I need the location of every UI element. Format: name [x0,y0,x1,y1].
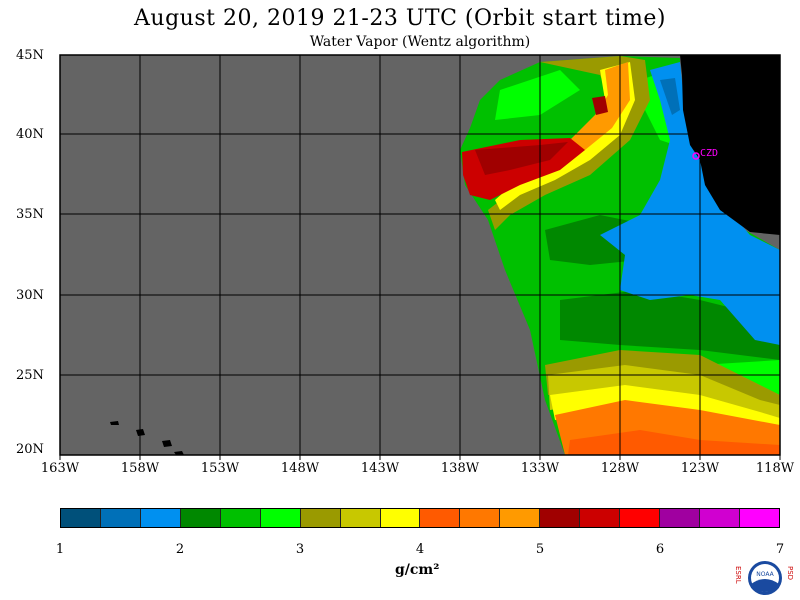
lon-label: 148W [280,461,320,476]
lat-label: 45N [16,48,44,63]
colorbar-swatch [580,509,621,527]
lat-label: 20N [16,442,44,457]
hawaii-island-4 [174,451,184,455]
colorbar-swatch [180,509,221,527]
colorbar-units: g/cm² [395,562,440,578]
lon-label: 128W [600,461,640,476]
colorbar-swatch [700,509,740,527]
colorbar-label: 5 [535,542,545,557]
map-subtitle: Water Vapor (Wentz algorithm) [309,34,531,50]
colorbar-label: 3 [295,542,305,557]
colorbar-swatch [380,509,421,527]
colorbar-swatch [620,509,661,527]
lon-label: 118W [755,461,795,476]
swath-brightgreen [495,70,580,120]
colorbar-swatch [340,509,381,527]
colorbar-label: 6 [655,542,665,557]
colorbar-label: 4 [415,542,425,557]
colorbar-swatch [140,509,181,527]
lon-label: 143W [360,461,400,476]
noaa-logo: ESRL NOAA PSD [734,561,794,595]
colorbar-swatch [61,509,101,527]
lon-label: 158W [120,461,160,476]
lat-label: 40N [16,127,44,142]
swath-darkred-spot [592,96,608,115]
colorbar-label: 2 [175,542,185,557]
colorbar-swatch [739,509,779,527]
colorbar-label: 7 [775,542,785,557]
colorbar-swatch [260,509,301,527]
colorbar-swatch [500,509,541,527]
colorbar-swatch [660,509,700,527]
colorbar-swatch [540,509,581,527]
logo-center-text: NOAA [756,571,774,578]
swath-darkgreen [560,290,780,360]
hawaii-island-3 [162,440,172,447]
swath-midblue [660,78,680,115]
colorbar-swatch [420,509,461,527]
map-frame [59,54,781,456]
colorbar-swatch [100,509,141,527]
north-america-land [680,55,780,235]
logo-left-text: ESRL [734,566,742,584]
lat-label: 25N [16,368,44,383]
station-label-czd: CZD [700,148,718,159]
lon-label: 133W [520,461,560,476]
logo-right-text: PSD [786,566,794,580]
swath-darkred-core [475,142,568,175]
colorbar-swatch [460,509,501,527]
swath-blue-dry [600,62,780,345]
colorbar-swatch [220,509,261,527]
tick-marks [59,455,781,460]
graticule [60,55,780,455]
lon-label: 163W [40,461,80,476]
colorbar [60,508,780,528]
swath-darkorange-south [568,430,780,455]
lon-label: 153W [200,461,240,476]
colorbar-swatch [300,509,341,527]
lon-label: 138W [440,461,480,476]
lat-label: 35N [16,207,44,222]
lat-label: 30N [16,288,44,303]
station-marker-czd [692,152,700,160]
map-title: August 20, 2019 21-23 UTC (Orbit start t… [134,6,666,31]
colorbar-label: 1 [55,542,65,557]
hawaii-island-1 [110,421,119,425]
lon-label: 123W [680,461,720,476]
